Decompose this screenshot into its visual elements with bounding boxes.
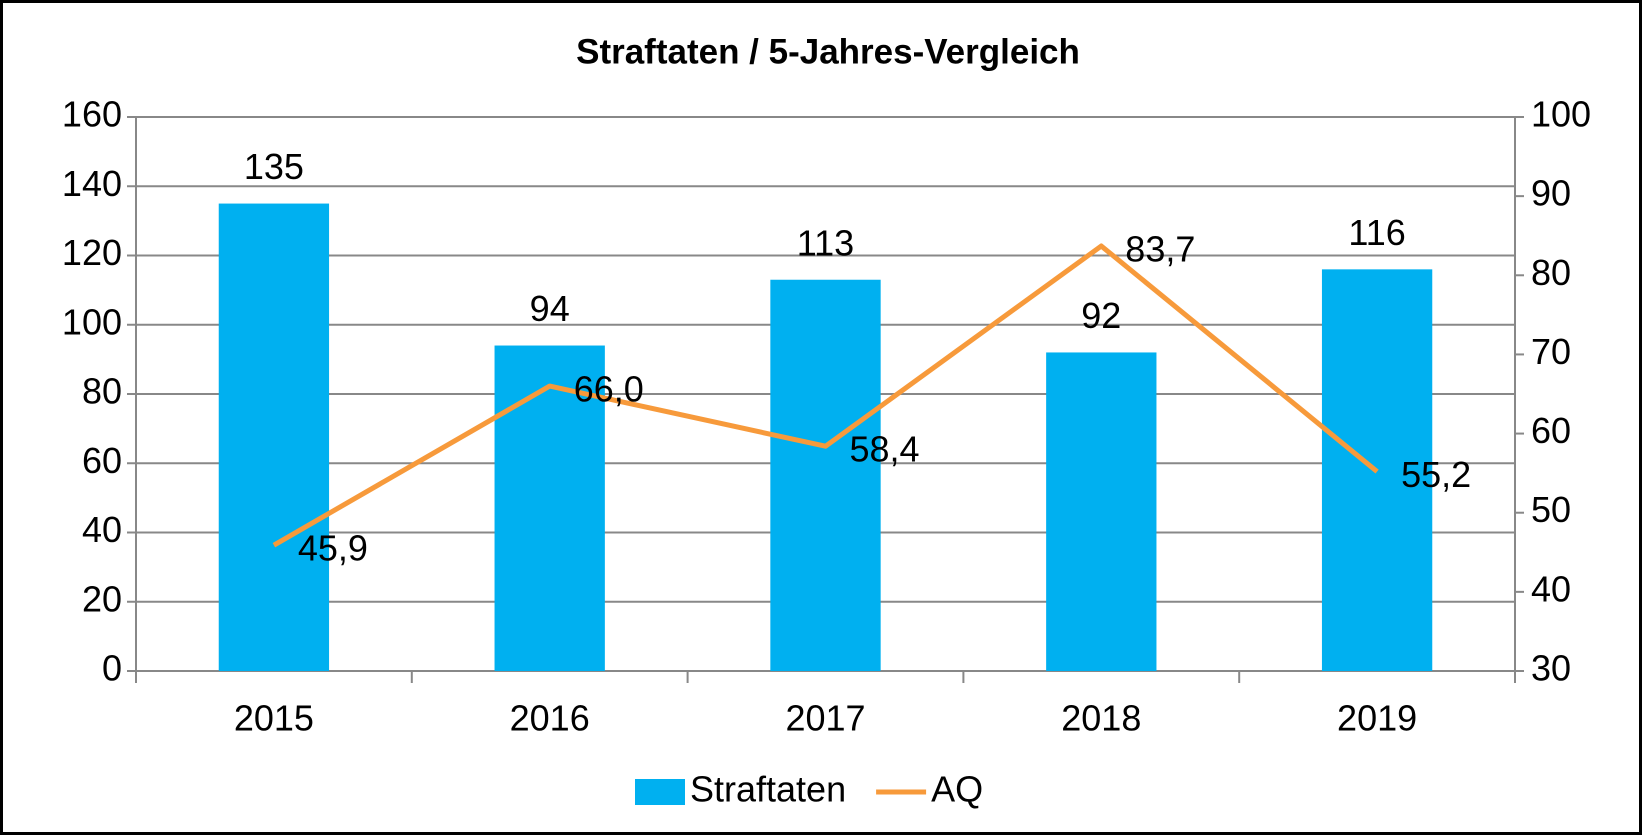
y-tick-label: 160 bbox=[62, 94, 122, 135]
x-tick-label: 2015 bbox=[234, 698, 314, 739]
bar bbox=[770, 279, 881, 671]
bar-value-label: 94 bbox=[530, 288, 570, 329]
y2-tick-label: 70 bbox=[1531, 331, 1571, 372]
chart-title: Straftaten / 5-Jahres-Vergleich bbox=[576, 32, 1080, 71]
line-value-label: 58,4 bbox=[850, 429, 920, 470]
line-value-label: 66,0 bbox=[574, 369, 644, 410]
y-tick-label: 20 bbox=[82, 578, 122, 619]
bar-value-label: 135 bbox=[244, 146, 304, 187]
y-tick-label: 140 bbox=[62, 163, 122, 204]
y2-tick-label: 80 bbox=[1531, 252, 1571, 293]
y2-tick-label: 90 bbox=[1531, 173, 1571, 214]
y2-tick-label: 40 bbox=[1531, 568, 1571, 609]
line-value-label: 45,9 bbox=[298, 528, 368, 569]
y-tick-label: 80 bbox=[82, 371, 122, 412]
y2-tick-label: 30 bbox=[1531, 648, 1571, 689]
legend-label: Straftaten bbox=[690, 769, 846, 810]
y2-tick-label: 50 bbox=[1531, 489, 1571, 530]
bar bbox=[1046, 352, 1157, 671]
bar bbox=[218, 203, 330, 671]
x-tick-label: 2017 bbox=[785, 698, 865, 739]
y-tick-label: 60 bbox=[82, 440, 122, 481]
bar-value-label: 113 bbox=[797, 222, 854, 263]
bar-value-label: 92 bbox=[1081, 295, 1121, 336]
x-tick-label: 2019 bbox=[1337, 698, 1417, 739]
x-tick-label: 2018 bbox=[1061, 698, 1141, 739]
x-tick-label: 2016 bbox=[510, 698, 590, 739]
y2-tick-label: 100 bbox=[1531, 94, 1591, 135]
y-tick-label: 40 bbox=[82, 509, 122, 550]
y2-tick-label: 60 bbox=[1531, 410, 1571, 451]
line-value-label: 83,7 bbox=[1125, 229, 1195, 270]
line-value-label: 55,2 bbox=[1401, 454, 1471, 495]
bar-value-label: 116 bbox=[1348, 212, 1405, 253]
y-tick-label: 0 bbox=[102, 648, 122, 689]
y-tick-label: 120 bbox=[62, 232, 122, 273]
bar bbox=[494, 345, 605, 671]
legend-label: AQ bbox=[931, 769, 983, 810]
line bbox=[272, 243, 1379, 548]
legend-swatch bbox=[635, 779, 685, 805]
y-tick-label: 100 bbox=[62, 301, 122, 342]
